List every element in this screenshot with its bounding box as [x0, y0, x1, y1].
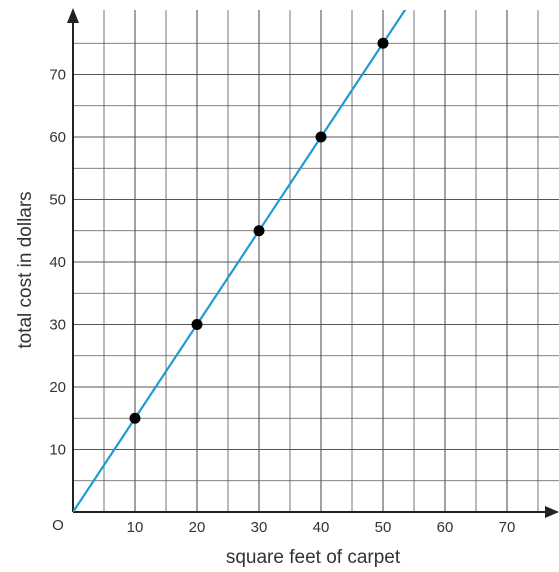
grid [73, 10, 559, 512]
x-tick-label: 20 [189, 519, 206, 536]
data-point [253, 225, 265, 237]
origin-label: O [52, 517, 64, 534]
data-point [129, 412, 141, 424]
x-axis-label: square feet of carpet [226, 547, 401, 568]
x-tick-label: 60 [437, 519, 454, 536]
y-axis-arrow [67, 8, 79, 23]
y-tick-label: 70 [49, 67, 66, 84]
y-tick-label: 40 [49, 254, 66, 271]
x-tick-label: 40 [313, 519, 330, 536]
y-tick-label: 50 [49, 192, 66, 209]
y-tick-label: 20 [49, 379, 66, 396]
y-tick-label: 30 [49, 317, 66, 334]
x-tick-label: 70 [499, 519, 516, 536]
data-point [315, 131, 327, 143]
data-points [129, 37, 389, 424]
x-axis-arrow [545, 506, 559, 518]
y-tick-label: 10 [49, 442, 66, 459]
y-axis-label: total cost in dollars [15, 191, 36, 348]
series [73, 10, 407, 512]
x-tick-label: 10 [127, 519, 144, 536]
series-line [73, 10, 407, 512]
x-tick-label: 30 [251, 519, 268, 536]
y-tick-label: 60 [49, 129, 66, 146]
data-point [191, 319, 203, 330]
tick-labels: 10 20 30 40 50 60 70 10 20 30 40 50 60 70 [49, 67, 515, 537]
x-tick-label: 50 [375, 519, 392, 536]
data-point [377, 37, 389, 49]
axes [67, 8, 559, 518]
